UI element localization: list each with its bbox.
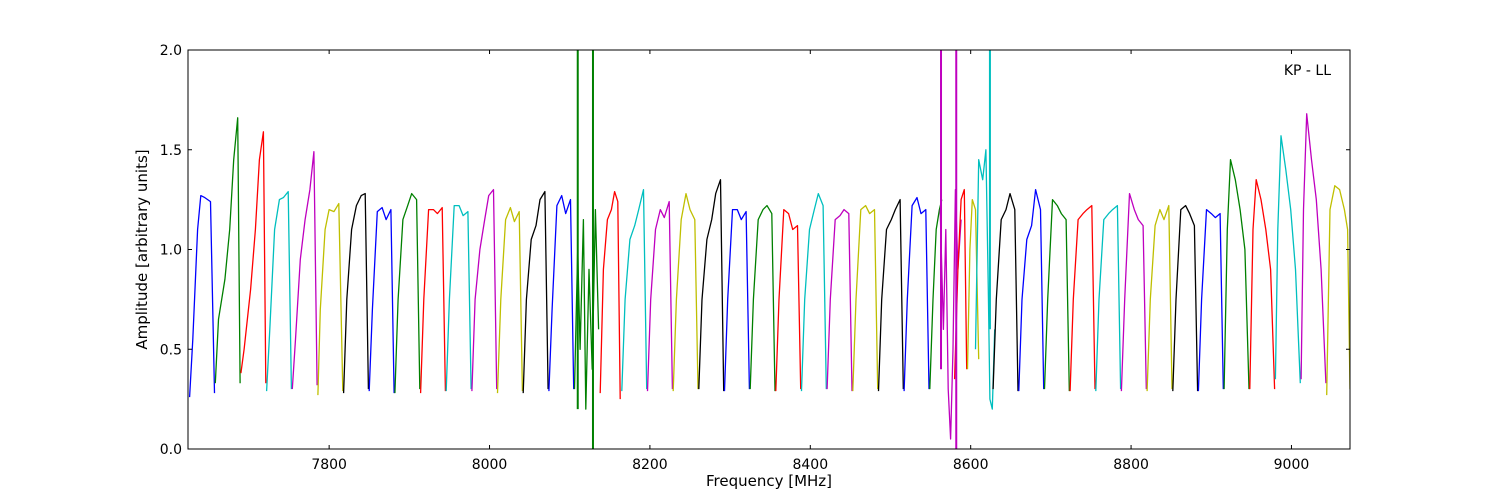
x-tick-label: 8800 [1113, 457, 1149, 473]
series-line-18 [646, 200, 674, 392]
plot-frame [187, 49, 1351, 450]
series-line-19 [672, 192, 699, 392]
series-line-12 [496, 206, 524, 394]
x-axis-label: Frequency [MHz] [706, 472, 832, 490]
x-tick-label: 7800 [311, 457, 347, 473]
series-line-25 [826, 208, 853, 392]
series-line-43 [1223, 159, 1250, 390]
y-tick-label: 2.0 [160, 43, 182, 59]
y-axis: 0.0 0.5 1.0 1.5 2.0 [160, 43, 1350, 458]
y-tick-label: 0.5 [160, 342, 182, 358]
series-line-40 [1146, 204, 1173, 392]
series-line-11 [471, 188, 498, 392]
series-layer [188, 50, 1350, 449]
series-line-2 [240, 131, 267, 384]
series-line-33 [974, 149, 996, 410]
series-line-23 [775, 208, 802, 392]
series-line-38 [1095, 204, 1122, 392]
series-line-20 [698, 179, 725, 392]
series-line-35 [1018, 188, 1045, 392]
series-line-41 [1172, 204, 1199, 392]
series-line-0 [188, 194, 216, 398]
x-tick-label: 8200 [632, 457, 668, 473]
x-tick-label: 9000 [1274, 457, 1310, 473]
series-line-22 [749, 204, 776, 392]
series-line-37 [1069, 204, 1096, 392]
series-line-26 [852, 204, 879, 392]
series-line-4 [291, 151, 318, 390]
series-line-9 [419, 206, 447, 394]
y-tick-label: 1.0 [160, 243, 182, 259]
series-line-8 [394, 192, 421, 394]
series-line-28 [903, 196, 930, 392]
series-line-34 [992, 192, 1019, 392]
series-line-44 [1249, 179, 1276, 390]
series-line-39 [1120, 192, 1147, 392]
series-line-36 [1043, 198, 1070, 392]
series-line-21 [723, 208, 751, 392]
series-line-24 [800, 192, 827, 392]
series-line-17 [621, 188, 648, 392]
chart-annotation: KP - LL [1284, 63, 1331, 79]
x-tick-label: 8400 [792, 457, 828, 473]
series-line-1 [214, 117, 241, 384]
series-line-30 [939, 188, 962, 440]
series-line-13 [522, 190, 549, 394]
series-line-10 [445, 204, 472, 392]
x-tick-label: 8600 [953, 457, 989, 473]
y-tick-label: 0.0 [160, 442, 182, 458]
series-line-46 [1300, 113, 1327, 384]
x-tick-label: 8000 [472, 457, 508, 473]
series-line-14 [548, 194, 575, 392]
series-line-3 [265, 190, 293, 392]
series-line-27 [877, 198, 904, 392]
series-line-6 [342, 192, 370, 394]
series-line-7 [368, 206, 395, 394]
series-line-47 [1326, 185, 1350, 396]
series-line-42 [1197, 208, 1224, 392]
series-line-5 [317, 202, 344, 396]
series-line-16 [599, 190, 621, 400]
y-axis-label: Amplitude [arbitrary units] [133, 149, 151, 349]
series-line-29 [929, 199, 943, 390]
x-axis: 7800 8000 8200 8400 8600 8800 9000 [311, 50, 1309, 473]
series-line-45 [1274, 135, 1301, 384]
y-tick-label: 1.5 [160, 143, 182, 159]
